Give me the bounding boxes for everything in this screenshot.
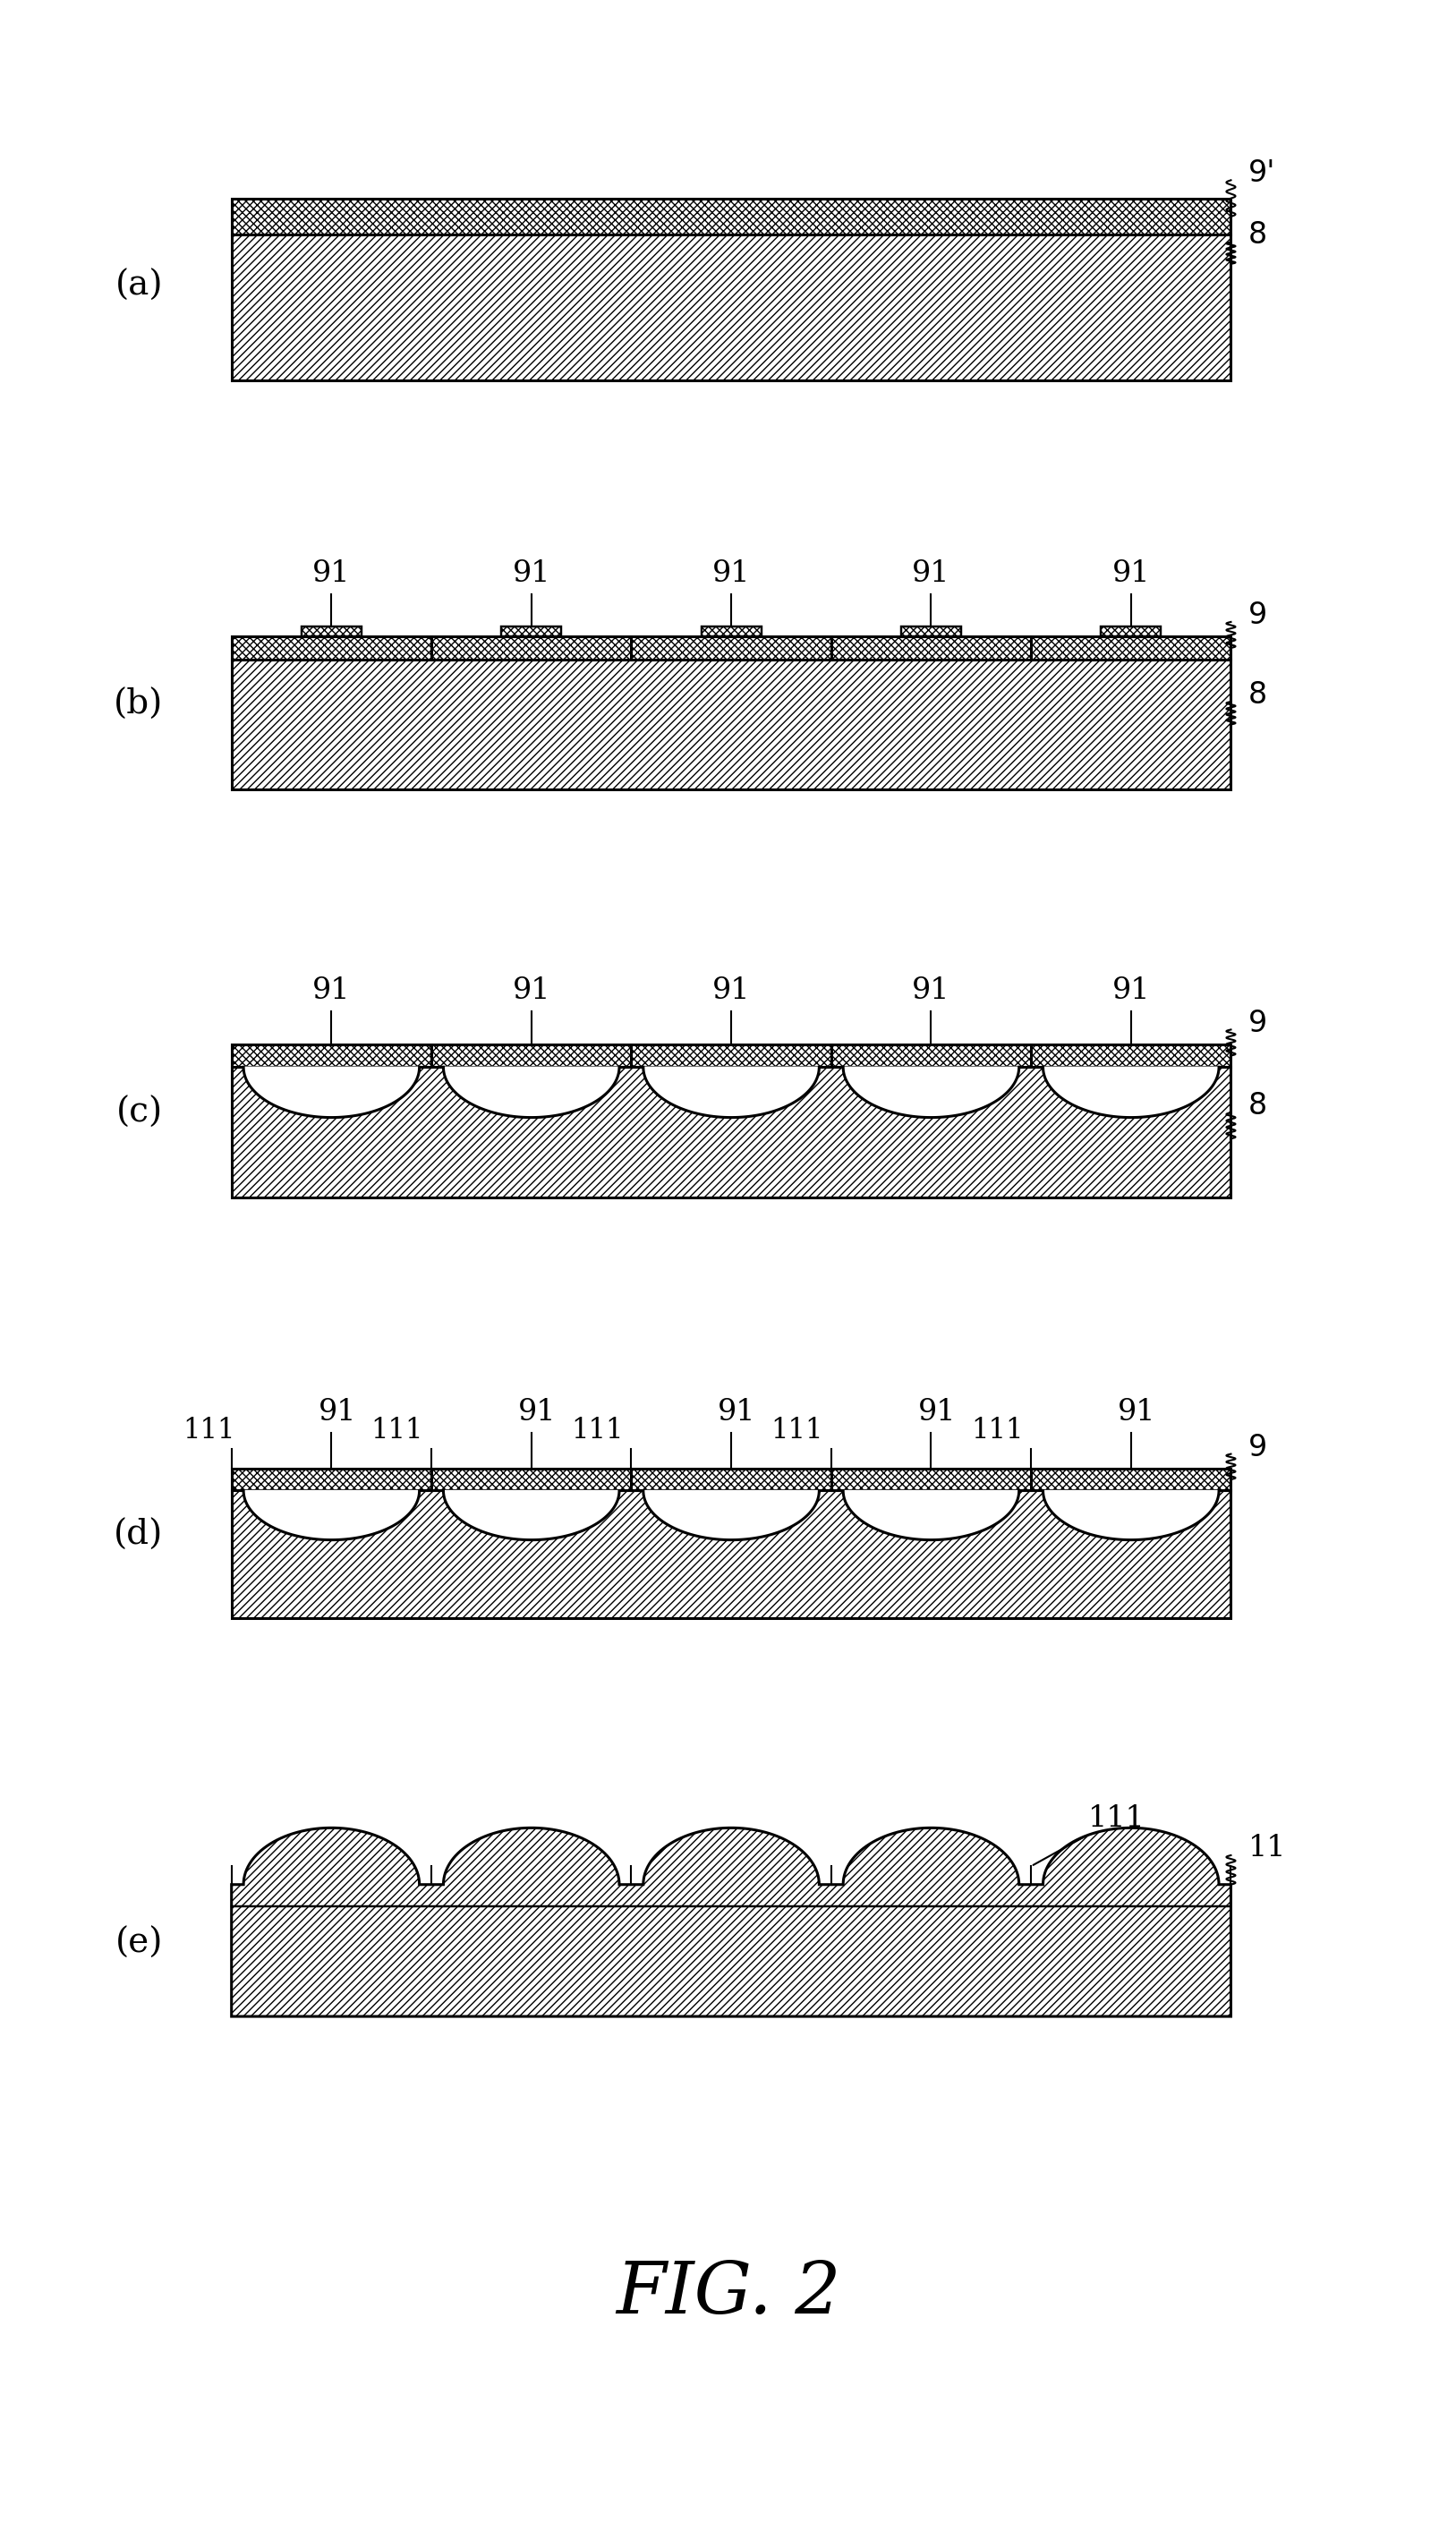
Text: 8: 8 bbox=[1248, 680, 1267, 711]
Polygon shape bbox=[243, 1491, 419, 1539]
Text: FIG. 2: FIG. 2 bbox=[616, 2258, 840, 2329]
Text: 111: 111 bbox=[1034, 1804, 1144, 1865]
Text: 91: 91 bbox=[911, 558, 951, 589]
Text: 111: 111 bbox=[770, 1417, 823, 1445]
Text: 91: 91 bbox=[718, 1399, 756, 1427]
Polygon shape bbox=[444, 1068, 619, 1119]
Text: 91: 91 bbox=[317, 1399, 357, 1427]
Text: (e): (e) bbox=[115, 1926, 163, 1959]
Polygon shape bbox=[444, 1491, 619, 1539]
Bar bbox=[232, 234, 1230, 380]
Polygon shape bbox=[1042, 1491, 1219, 1539]
Text: 91: 91 bbox=[313, 558, 351, 589]
Polygon shape bbox=[644, 1491, 820, 1539]
Text: 91: 91 bbox=[1112, 976, 1150, 1004]
Text: 11: 11 bbox=[1248, 1835, 1286, 1863]
Text: (a): (a) bbox=[115, 270, 163, 303]
Text: 91: 91 bbox=[513, 558, 550, 589]
Bar bbox=[232, 1468, 1230, 1491]
Bar bbox=[232, 1491, 1230, 1618]
Bar bbox=[901, 627, 961, 637]
Text: 91: 91 bbox=[313, 976, 351, 1004]
Text: 91: 91 bbox=[513, 976, 550, 1004]
Bar bbox=[501, 627, 562, 637]
Bar bbox=[232, 1045, 1230, 1068]
Text: 9: 9 bbox=[1248, 1009, 1267, 1037]
Text: 9: 9 bbox=[1248, 601, 1267, 629]
Text: 91: 91 bbox=[917, 1399, 955, 1427]
Bar bbox=[232, 660, 1230, 790]
Polygon shape bbox=[843, 1068, 1019, 1119]
Text: 91: 91 bbox=[712, 558, 750, 589]
Text: (c): (c) bbox=[116, 1096, 163, 1129]
Text: 9': 9' bbox=[1248, 158, 1275, 189]
Bar bbox=[702, 627, 761, 637]
Text: 111: 111 bbox=[571, 1417, 623, 1445]
Polygon shape bbox=[843, 1491, 1019, 1539]
Bar bbox=[232, 637, 1230, 660]
Polygon shape bbox=[644, 1068, 820, 1119]
Bar bbox=[1101, 627, 1160, 637]
Text: 91: 91 bbox=[712, 976, 750, 1004]
Polygon shape bbox=[243, 1068, 419, 1119]
Text: 8: 8 bbox=[1248, 1091, 1267, 1121]
Text: 111: 111 bbox=[971, 1417, 1024, 1445]
Text: 91: 91 bbox=[1118, 1399, 1156, 1427]
Text: (b): (b) bbox=[114, 688, 163, 721]
Bar bbox=[301, 627, 361, 637]
Bar bbox=[232, 199, 1230, 234]
Text: 91: 91 bbox=[518, 1399, 556, 1427]
Bar bbox=[232, 1068, 1230, 1198]
Text: 8: 8 bbox=[1248, 219, 1267, 250]
Text: (d): (d) bbox=[114, 1519, 163, 1552]
Text: 111: 111 bbox=[371, 1417, 424, 1445]
Polygon shape bbox=[1042, 1068, 1219, 1119]
Polygon shape bbox=[232, 1827, 1230, 2015]
Text: 91: 91 bbox=[911, 976, 951, 1004]
Text: 9: 9 bbox=[1248, 1432, 1267, 1463]
Text: 91: 91 bbox=[1112, 558, 1150, 589]
Text: 111: 111 bbox=[182, 1417, 234, 1445]
